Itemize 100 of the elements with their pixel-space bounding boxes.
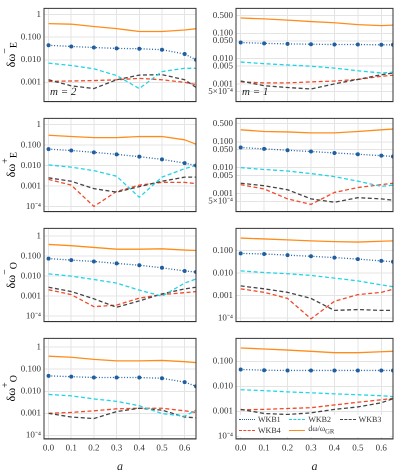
y-tick-label: 5×10⁻⁴ [208, 196, 233, 206]
y-tick-label: 1 [36, 9, 41, 20]
y-tick-label: 0.100 [212, 356, 234, 366]
y-tick-label: 10⁻⁴ [26, 310, 41, 321]
y-tick-label: 0.500 [212, 118, 234, 128]
point [160, 266, 164, 270]
point [69, 44, 74, 48]
y-tick-label: 0.010 [20, 54, 42, 64]
point [92, 259, 96, 264]
point [286, 253, 290, 258]
y-tick-label: 0.100 [20, 364, 42, 374]
line-series [240, 288, 393, 320]
line-series [48, 394, 196, 417]
line-series [48, 78, 196, 86]
y-tick-label: 0.001 [212, 290, 233, 300]
x-tick-label: 0.4 [328, 442, 341, 453]
y-tick-label: 0.005 [212, 170, 234, 180]
point [182, 161, 187, 166]
line-series [48, 408, 196, 420]
line-series [240, 398, 393, 410]
point [46, 43, 51, 48]
point [332, 256, 336, 260]
x-tick-label: 0.5 [156, 442, 168, 453]
point [238, 146, 243, 150]
y-tick-label: 0.500 [212, 10, 234, 20]
y-tick-label: 0.001 [20, 408, 41, 418]
point [379, 154, 384, 158]
x-tick-label: 0.6 [376, 442, 388, 453]
legend-label: WKB3 [358, 415, 382, 424]
line-series [48, 273, 196, 297]
point [114, 152, 119, 156]
y-tick-label: 10⁻⁴ [218, 430, 233, 441]
y-tick-label: 0.001 [20, 180, 41, 190]
y-tick-label: 0.010 [20, 160, 42, 170]
y-tick-label: 0.100 [20, 139, 42, 150]
y-tick-label: 0.100 [212, 136, 234, 146]
x-tick-label: 0.3 [110, 442, 123, 453]
y-tick-label: 0.001 [20, 76, 41, 87]
line-series [240, 398, 393, 416]
y-tick-label: 0.100 [20, 32, 42, 42]
point [92, 46, 96, 50]
x-tick-label: 0.0 [42, 442, 55, 453]
x-tick-label: 0.6 [179, 442, 191, 453]
annotation: m = 2 [50, 86, 77, 98]
point [137, 46, 142, 51]
x-tick-label: 0.5 [352, 442, 364, 453]
line-series [48, 178, 196, 208]
x-tick-label: 0.2 [282, 442, 294, 453]
line-series [48, 62, 196, 90]
x-axis-title: a [312, 458, 318, 473]
y-tick-label: 0.050 [212, 35, 234, 46]
line-series [240, 74, 393, 84]
y-tick-label: 0.010 [212, 162, 234, 172]
point [356, 152, 360, 156]
y-tick-label: 0.010 [212, 380, 234, 391]
point [332, 150, 336, 155]
point [308, 254, 313, 258]
y-tick-label: 0.001 [212, 188, 233, 198]
y-tick-label: 0.010 [20, 386, 42, 396]
point [379, 258, 384, 263]
point [286, 148, 290, 152]
y-tick-label: 0.050 [212, 144, 234, 154]
point [92, 150, 96, 154]
point [182, 52, 187, 56]
legend-label: WKB1 [258, 415, 281, 424]
x-tick-label: 0.1 [66, 442, 77, 453]
line-series [48, 74, 196, 90]
legend-label: WKB4 [258, 426, 281, 436]
line-series [48, 176, 196, 193]
x-tick-label: 0.3 [305, 442, 318, 453]
y-tick-label: 0.010 [212, 52, 234, 63]
line-series [240, 285, 393, 312]
point [262, 146, 266, 151]
point [308, 150, 313, 154]
y-tick-label: 5×10⁻⁴ [208, 86, 233, 96]
line-series [48, 164, 196, 198]
y-tick-label: 0.100 [212, 28, 234, 38]
annotation: m = 1 [242, 86, 268, 98]
y-tick-label: 1 [36, 342, 41, 352]
y-tick-label: 10⁻⁴ [218, 312, 233, 322]
point [160, 376, 164, 380]
y-tick-label: 0.005 [212, 60, 234, 71]
point [114, 376, 119, 380]
point [182, 269, 187, 274]
point [262, 252, 266, 256]
x-tick-label: 0.0 [235, 442, 247, 453]
y-tick-label: 0.001 [20, 290, 41, 301]
point [356, 257, 360, 262]
point [46, 256, 51, 261]
point [69, 258, 74, 262]
point [114, 261, 119, 266]
y-tick-label: 0.100 [20, 250, 42, 260]
y-tick-label: 0.001 [212, 78, 233, 88]
y-tick-label: 1 [36, 118, 41, 129]
point [114, 46, 119, 50]
point [160, 157, 164, 162]
legend-label: WKB2 [308, 415, 331, 424]
line-series [240, 389, 393, 398]
y-tick-label: 10⁻⁴ [26, 430, 41, 440]
line-series [240, 270, 393, 288]
